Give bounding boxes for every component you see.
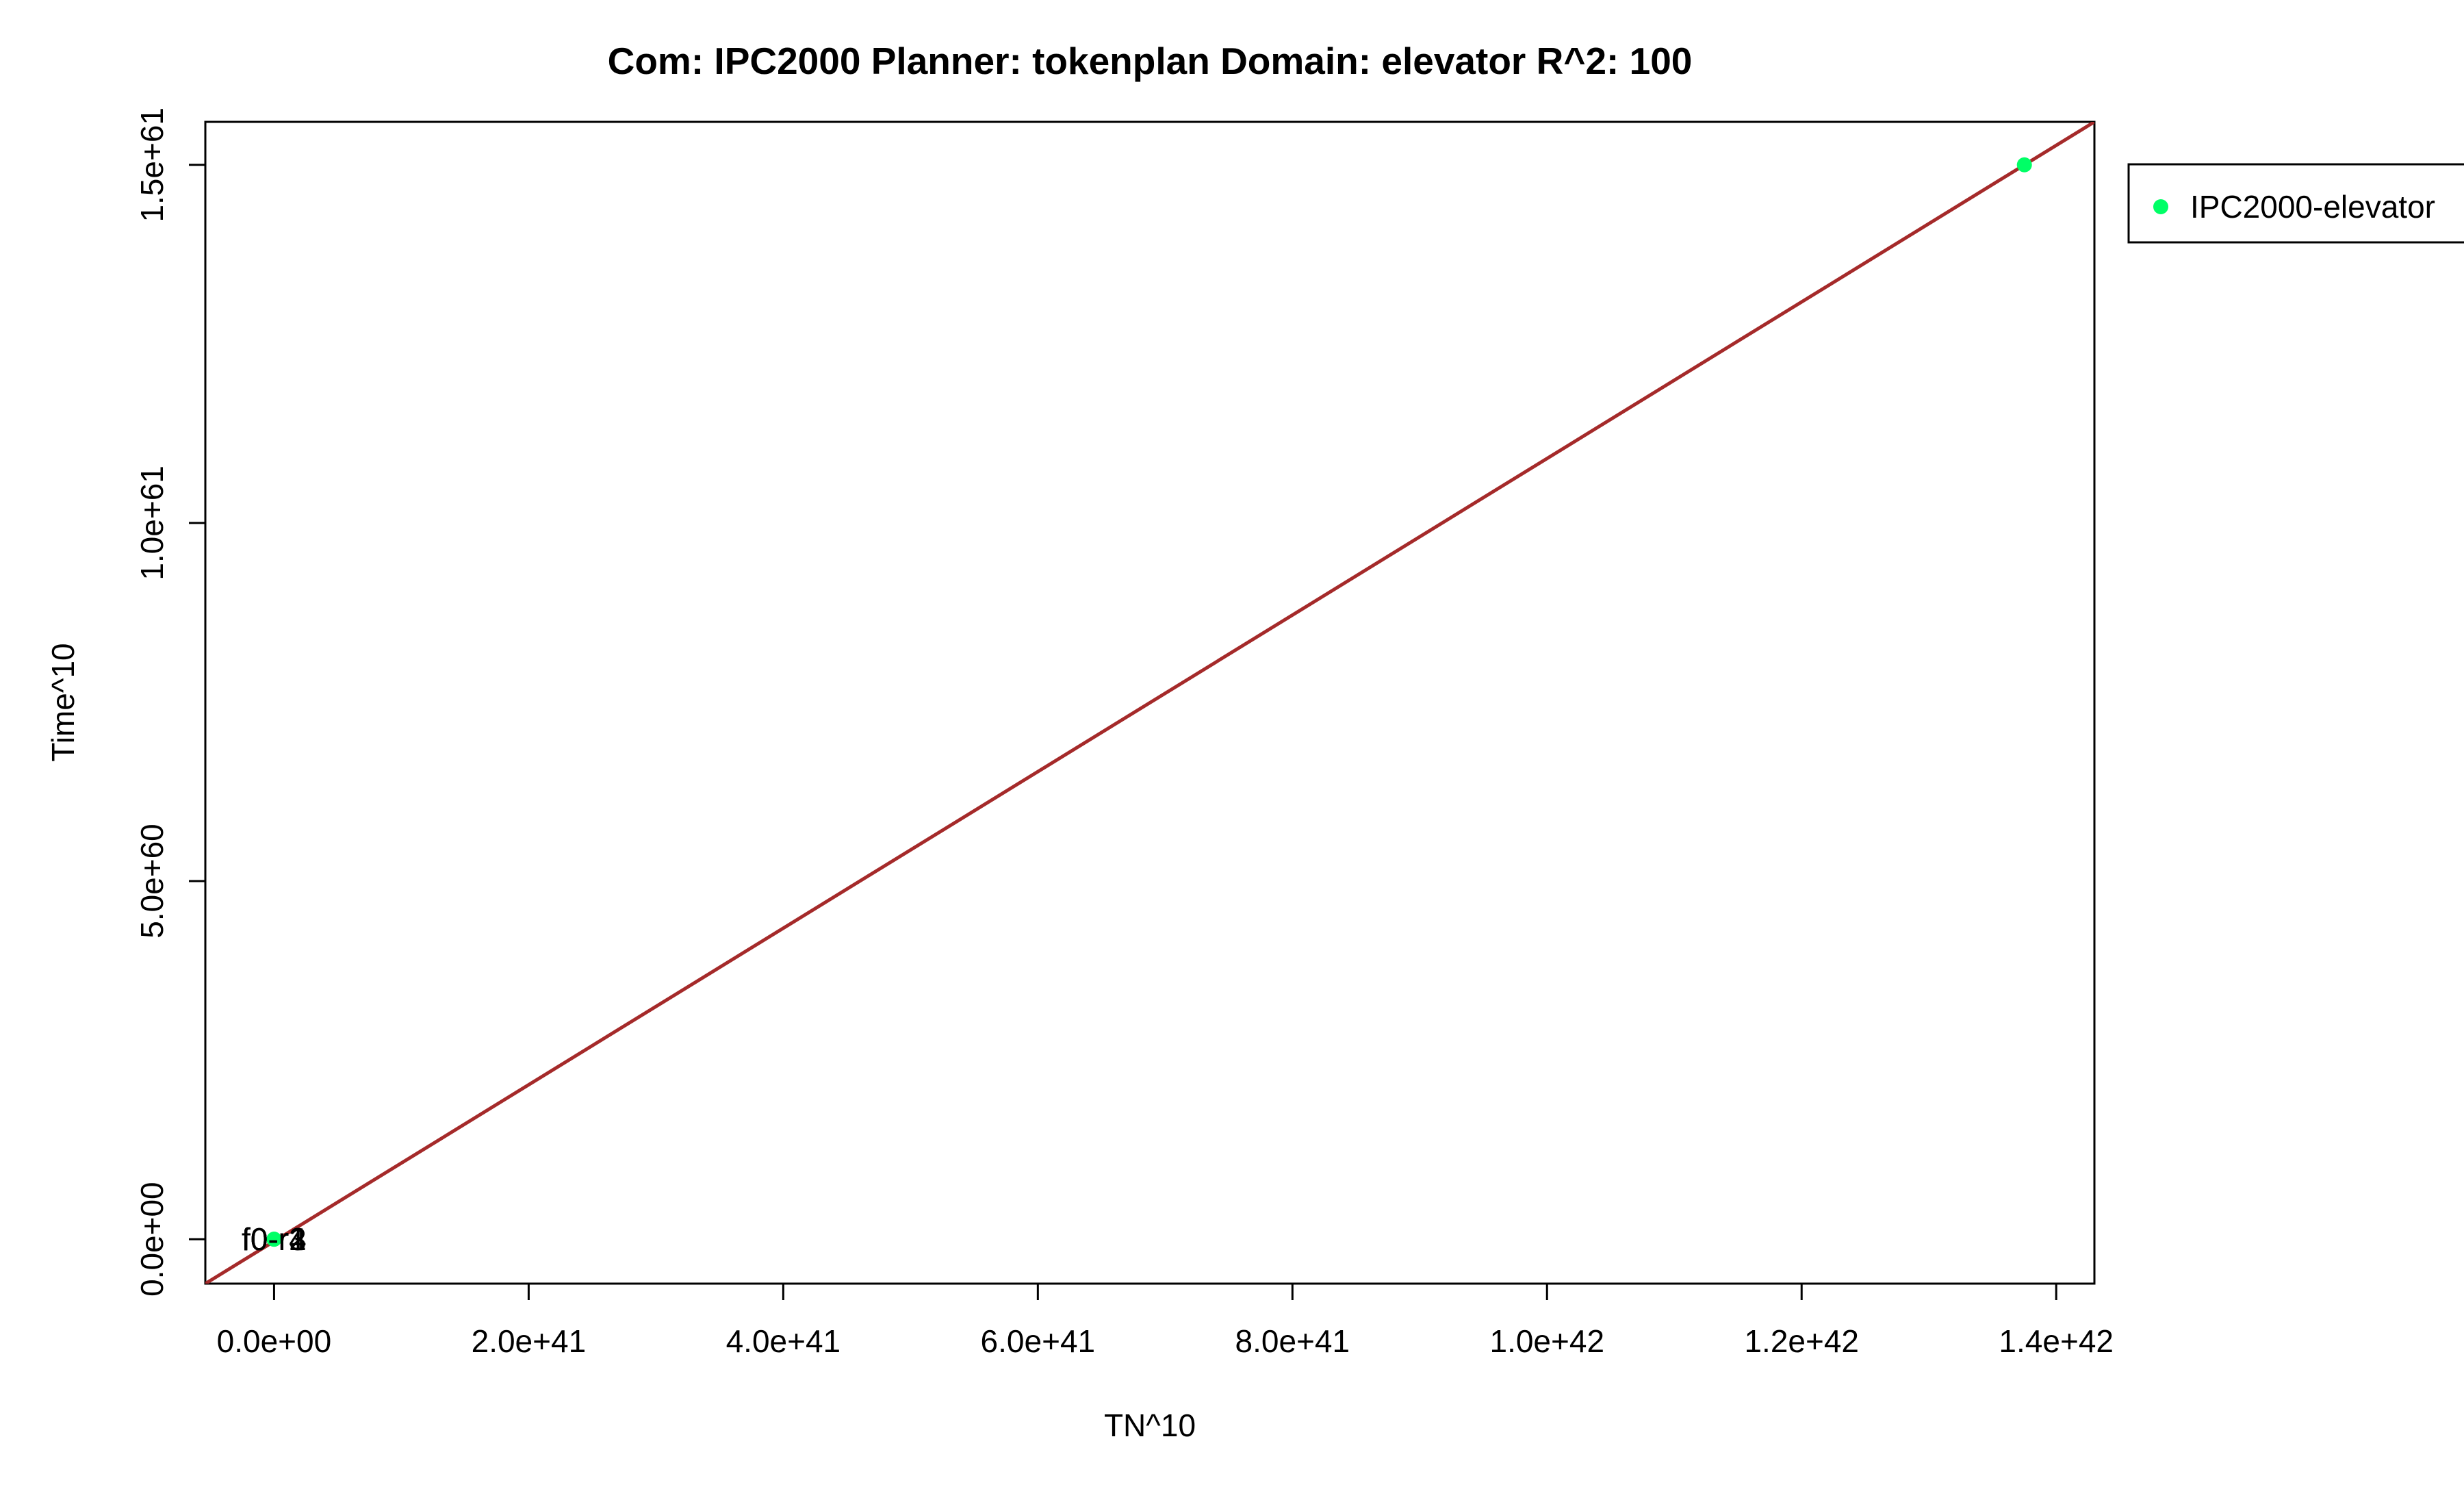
y-tick-label: 5.0e+60 [134,824,170,939]
legend-box [2127,163,2464,244]
y-axis: 0.0e+00 5.0e+60 1.0e+61 1.5e+61 [134,107,207,1297]
x-axis-label: TN^10 [1104,1408,1196,1443]
x-tick-label: 4.0e+41 [726,1323,841,1359]
point-label: f0-r4 [242,1221,307,1257]
y-tick-label: 0.0e+00 [134,1182,170,1297]
x-axis: 0.0e+00 2.0e+41 4.0e+41 6.0e+41 8.0e+41 1.0e+… [217,1282,2114,1359]
regression-line [205,122,2094,1284]
point-label: f0-r2 [242,1221,307,1257]
y-axis-label: Time^10 [45,643,81,761]
data-point [2016,157,2032,173]
y-tick-label: 1.0e+61 [134,466,170,581]
x-tick-label: 0.0e+00 [217,1323,332,1359]
point-label: f0-r3 [242,1221,307,1257]
point-label: f0-r1 [242,1221,307,1257]
points-group [266,157,2032,1247]
x-tick-label: 6.0e+41 [981,1323,1096,1359]
fit-line-group [205,122,2094,1284]
x-tick-label: 2.0e+41 [472,1323,587,1359]
legend: IPC2000-elevator [2127,163,2464,244]
legend-marker [2153,199,2168,214]
x-tick-label: 8.0e+41 [1235,1323,1350,1359]
y-tick-label: 1.5e+61 [134,107,170,222]
legend-label: IPC2000-elevator [2190,189,2435,225]
legend-entries: IPC2000-elevator [2153,189,2435,225]
chart-title: Com: IPC2000 Planner: tokenplan Domain: … [608,40,1693,82]
data-point [266,1232,282,1247]
x-tick-label: 1.2e+42 [1744,1323,1859,1359]
x-tick-label: 1.0e+42 [1489,1323,1604,1359]
x-tick-label: 1.4e+42 [1999,1323,2114,1359]
